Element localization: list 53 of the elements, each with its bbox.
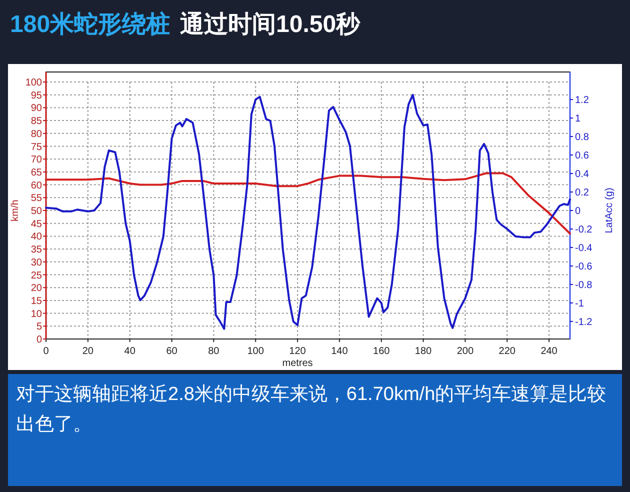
- y-tick-label: 65: [30, 167, 42, 178]
- y-tick-label: 30: [30, 257, 42, 268]
- y2-tick-label: -1: [575, 298, 584, 310]
- y-tick-label: 35: [30, 244, 42, 256]
- y-tick-label: 40: [30, 232, 42, 243]
- x-tick-label: 120: [289, 346, 306, 357]
- y2-tick-label: 1.2: [575, 95, 590, 106]
- y2-tick-label: 0.8: [575, 132, 590, 144]
- y-tick-label: 50: [30, 206, 42, 217]
- y-tick-label: 90: [30, 103, 42, 114]
- y-tick-label: 20: [30, 283, 42, 294]
- x-tick-label: 0: [43, 346, 50, 357]
- y2-tick-label: -0.2: [575, 224, 593, 236]
- x-tick-label: 20: [82, 346, 94, 357]
- y-tick-label: 100: [25, 78, 42, 88]
- y2-tick-label: -0.4: [575, 242, 593, 254]
- y-tick-label: 75: [30, 142, 42, 153]
- x-tick-label: 200: [456, 346, 474, 357]
- y-tick-label: 80: [30, 128, 42, 140]
- y-tick-label: 55: [30, 193, 42, 204]
- y2-tick-label: 0.6: [575, 150, 590, 162]
- y-axis-title: km/h: [10, 200, 21, 222]
- y2-tick-label: -1.2: [575, 316, 593, 328]
- y-tick-label: 45: [30, 218, 42, 230]
- x-tick-label: 140: [331, 346, 348, 357]
- x-tick-label: 60: [166, 346, 178, 357]
- y-tick-label: 85: [30, 116, 42, 128]
- y-tick-label: 25: [30, 270, 42, 282]
- x-tick-label: 80: [208, 346, 220, 357]
- y2-tick-label: 0.2: [575, 188, 590, 199]
- text: 对于这辆轴距将近2.8米的中级车来说，61.70km/h的平均车速算是比较出色了。: [16, 383, 608, 437]
- x-axis-title: metres: [282, 358, 313, 369]
- y-tick-label: 15: [30, 296, 42, 307]
- y-tick-label: 70: [30, 154, 42, 166]
- x-tick-label: 40: [124, 346, 136, 357]
- y-tick-label: 5: [36, 322, 42, 333]
- y2-tick-label: 0: [575, 206, 581, 217]
- y2-tick-label: 0.4: [575, 169, 590, 180]
- y-tick-label: 10: [30, 308, 42, 320]
- y-tick-label: 0: [36, 334, 42, 346]
- y2-axis-title: LatAcc (g): [604, 188, 615, 234]
- y2-tick-label: 1: [575, 114, 581, 125]
- x-tick-label: 100: [247, 346, 264, 357]
- chart-subtitle: 通过时间10.50秒: [180, 11, 360, 38]
- y2-tick-label: -0.6: [575, 261, 593, 272]
- y-tick-label: 60: [30, 180, 42, 192]
- x-tick-label: 160: [373, 346, 390, 357]
- x-tick-label: 240: [540, 346, 558, 357]
- x-tick-label: 220: [498, 346, 516, 357]
- chart-title: 180米蛇形绕桩: [10, 11, 170, 38]
- x-tick-label: 180: [414, 346, 432, 357]
- y-tick-label: 95: [30, 90, 42, 102]
- y2-tick-label: -0.8: [575, 280, 593, 291]
